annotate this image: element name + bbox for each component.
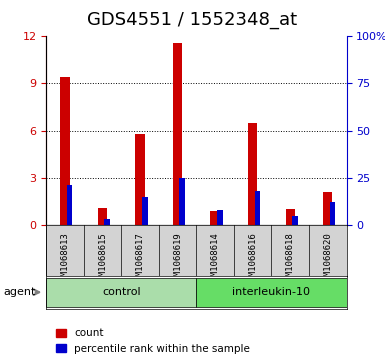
Bar <box>286 209 295 225</box>
FancyBboxPatch shape <box>196 277 346 307</box>
Bar <box>179 178 185 225</box>
Text: GSM1068614: GSM1068614 <box>211 233 219 286</box>
Bar <box>323 192 332 225</box>
Text: GSM1068613: GSM1068613 <box>60 233 69 286</box>
Bar <box>248 123 257 225</box>
Bar <box>330 203 335 225</box>
Bar <box>173 42 182 225</box>
Text: GSM1068616: GSM1068616 <box>248 233 257 286</box>
Text: GSM1068619: GSM1068619 <box>173 233 182 286</box>
Bar <box>254 191 260 225</box>
Bar <box>211 211 220 225</box>
FancyBboxPatch shape <box>46 277 196 307</box>
Bar <box>217 210 223 225</box>
Text: GSM1068615: GSM1068615 <box>98 233 107 286</box>
Bar <box>142 197 147 225</box>
Bar <box>98 208 107 225</box>
Bar <box>67 185 72 225</box>
Text: GSM1068618: GSM1068618 <box>286 233 295 286</box>
Text: interleukin-10: interleukin-10 <box>233 287 310 297</box>
Text: agent: agent <box>4 287 36 297</box>
Bar <box>104 219 110 225</box>
Text: GDS4551 / 1552348_at: GDS4551 / 1552348_at <box>87 11 298 29</box>
Legend: count, percentile rank within the sample: count, percentile rank within the sample <box>52 324 254 358</box>
Text: control: control <box>102 287 141 297</box>
Text: GSM1068620: GSM1068620 <box>323 233 332 286</box>
Bar <box>60 77 70 225</box>
Text: GSM1068617: GSM1068617 <box>136 233 144 286</box>
Bar <box>136 134 145 225</box>
Bar <box>292 216 298 225</box>
